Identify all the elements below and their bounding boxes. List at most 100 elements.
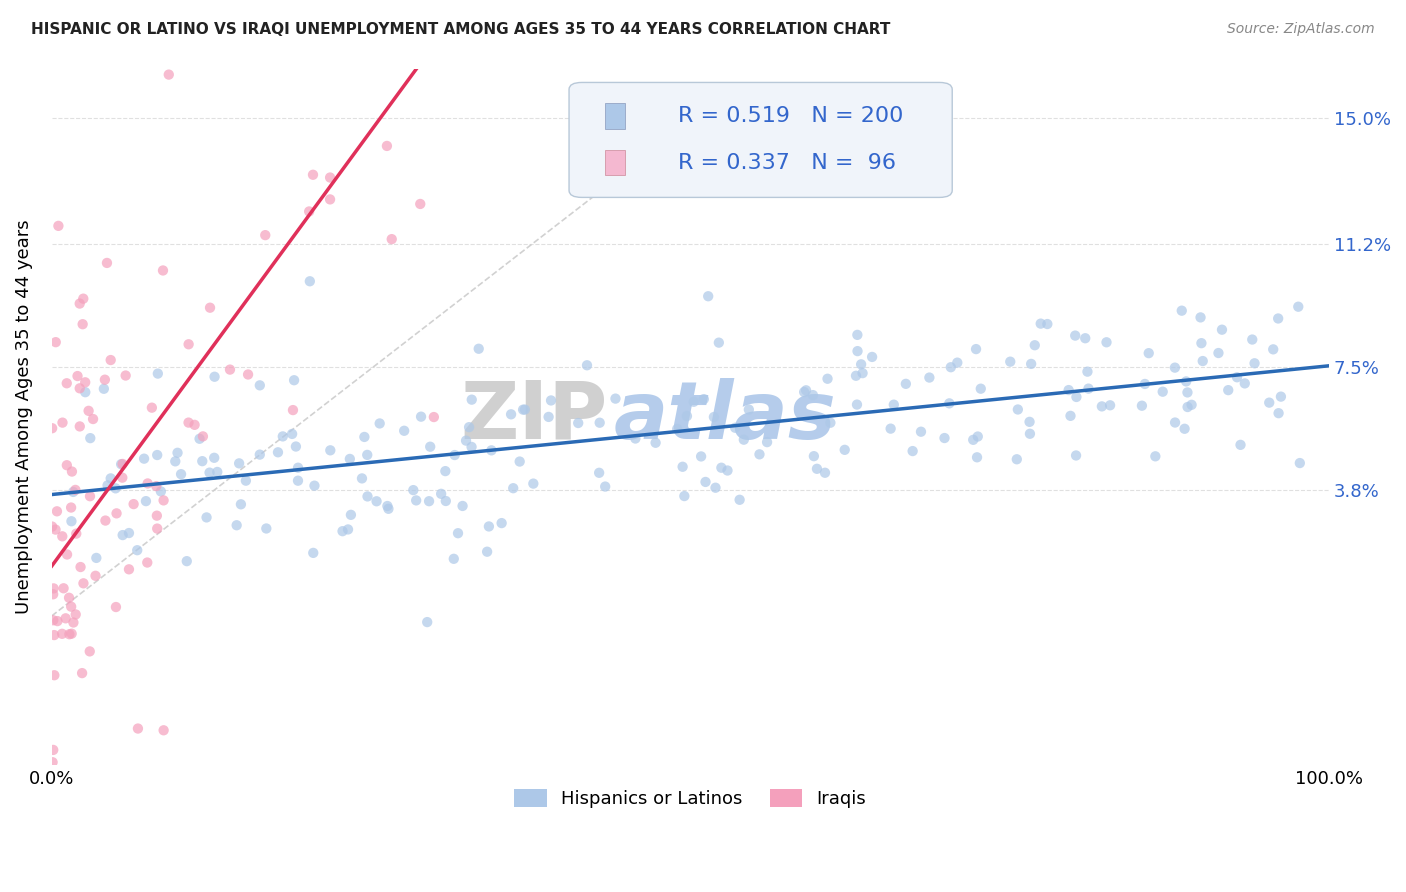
Point [42,743,65,757]
Point [965,342,987,356]
Point [879,422,901,436]
Point [219,362,242,376]
Point [146,522,169,536]
Point [56,458,79,473]
Point [738,402,761,417]
Point [409,409,432,424]
Point [302,168,325,182]
Point [75,385,97,400]
Point [145,479,167,493]
Point [1263,343,1285,357]
Point [910,425,932,439]
Point [58,591,80,605]
Point [340,508,363,522]
Point [353,430,375,444]
Point [41,421,63,435]
Point [104,481,127,495]
Point [946,356,969,370]
Point [111,528,134,542]
Point [697,289,720,303]
Point [1005,452,1028,467]
Point [537,409,560,424]
Point [191,454,214,468]
Point [202,450,225,465]
Point [806,462,828,476]
Point [1095,335,1118,350]
Point [141,401,163,415]
Point [204,369,226,384]
Point [707,335,730,350]
Point [405,493,427,508]
Text: ZIP: ZIP [460,378,607,456]
Point [225,518,247,533]
Point [319,193,342,207]
Point [883,398,905,412]
Point [62,615,84,630]
Point [392,424,415,438]
Point [460,440,482,454]
Point [298,204,321,219]
Point [793,384,815,399]
Point [111,470,134,484]
Point [72,292,94,306]
Point [281,426,304,441]
Point [152,263,174,277]
Point [281,403,304,417]
Point [42,587,65,601]
Point [1064,449,1087,463]
Point [105,507,128,521]
Point [1270,390,1292,404]
Point [402,483,425,497]
Point [287,460,309,475]
Point [1164,416,1187,430]
Point [60,599,83,614]
Point [249,2,271,16]
Point [97,478,120,492]
Point [846,344,869,359]
Point [695,475,717,489]
Point [860,350,883,364]
Point [377,499,399,513]
Point [1181,398,1204,412]
Point [48,219,70,233]
Point [58,627,80,641]
Point [132,451,155,466]
Point [1175,375,1198,389]
Point [79,489,101,503]
Point [851,366,873,380]
Point [267,445,290,459]
Point [100,471,122,485]
Point [434,494,457,508]
Point [319,443,342,458]
Point [94,373,117,387]
Point [491,516,513,530]
Point [69,296,91,310]
Point [198,466,221,480]
Point [673,489,696,503]
Point [820,416,842,430]
Point [1243,356,1265,370]
Point [44,523,66,537]
Point [846,327,869,342]
Point [337,523,360,537]
Point [60,514,83,528]
Point [1007,402,1029,417]
Point [49,767,72,781]
Point [756,435,779,450]
Text: R = 0.337   N =  96: R = 0.337 N = 96 [678,153,896,172]
Point [69,560,91,574]
Point [51,529,73,543]
Point [381,232,404,246]
Point [118,526,141,541]
Point [794,384,817,398]
Point [176,554,198,568]
Point [198,301,221,315]
Point [716,463,738,477]
Point [748,447,770,461]
Point [728,492,751,507]
Point [1288,456,1310,470]
Point [271,429,294,443]
Point [254,228,277,243]
Point [814,466,837,480]
Point [801,388,824,402]
